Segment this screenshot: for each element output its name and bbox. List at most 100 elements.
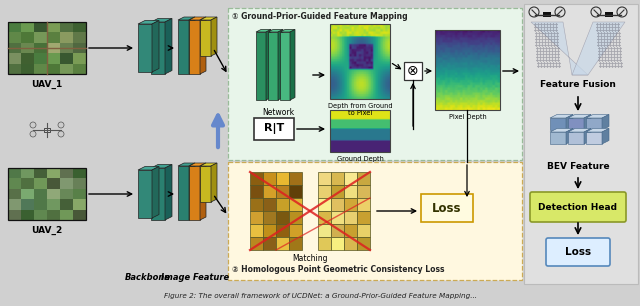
Bar — [8, 199, 21, 210]
Polygon shape — [165, 18, 172, 74]
Bar — [263, 172, 276, 185]
Bar — [34, 168, 47, 178]
Circle shape — [30, 122, 36, 128]
Polygon shape — [189, 163, 195, 220]
Bar — [568, 118, 584, 130]
FancyBboxPatch shape — [530, 192, 626, 222]
Polygon shape — [200, 17, 206, 74]
Bar — [357, 237, 370, 250]
Text: Network: Network — [262, 108, 294, 117]
Bar — [357, 211, 370, 224]
Bar — [34, 43, 47, 53]
Bar — [331, 211, 344, 224]
Polygon shape — [290, 29, 295, 100]
FancyBboxPatch shape — [546, 238, 610, 266]
Polygon shape — [550, 114, 573, 118]
Bar — [263, 198, 276, 211]
Bar — [331, 224, 344, 237]
Bar — [550, 118, 566, 130]
Bar — [151, 168, 165, 220]
Polygon shape — [138, 21, 159, 24]
Bar — [73, 168, 86, 178]
Bar — [289, 198, 302, 211]
Bar — [60, 53, 73, 64]
Bar — [34, 189, 47, 199]
Bar — [550, 132, 566, 144]
Polygon shape — [568, 114, 591, 118]
Text: UAV_1: UAV_1 — [31, 80, 63, 89]
Bar — [276, 224, 289, 237]
Polygon shape — [200, 163, 206, 220]
Text: Loss: Loss — [565, 247, 591, 257]
Bar — [21, 168, 34, 178]
Bar — [73, 22, 86, 32]
Text: ② Homologous Point Geometric Consistency Loss: ② Homologous Point Geometric Consistency… — [232, 265, 445, 274]
Bar — [73, 32, 86, 43]
Polygon shape — [178, 17, 195, 20]
Bar — [256, 32, 266, 100]
Bar — [276, 198, 289, 211]
Bar — [34, 178, 47, 189]
Bar — [421, 194, 473, 222]
Bar — [357, 198, 370, 211]
Bar — [330, 24, 390, 99]
Polygon shape — [268, 29, 283, 32]
Bar — [34, 210, 47, 220]
Bar — [524, 4, 638, 284]
Bar — [289, 224, 302, 237]
Bar — [8, 64, 21, 74]
Bar — [586, 118, 602, 130]
Polygon shape — [178, 163, 195, 166]
Bar — [357, 172, 370, 185]
Bar — [8, 168, 86, 220]
Text: BEV Feature: BEV Feature — [547, 162, 609, 171]
Polygon shape — [572, 22, 625, 75]
Bar — [44, 128, 50, 132]
Polygon shape — [566, 129, 573, 144]
Text: ① Ground-Prior-Guided Feature Mapping: ① Ground-Prior-Guided Feature Mapping — [232, 12, 408, 21]
Bar — [60, 189, 73, 199]
Bar — [60, 64, 73, 74]
Text: R|T: R|T — [264, 124, 284, 135]
Text: Detection Head: Detection Head — [538, 203, 618, 211]
Bar — [47, 199, 60, 210]
Polygon shape — [200, 163, 217, 166]
Text: Loss: Loss — [432, 201, 461, 215]
Bar — [21, 32, 34, 43]
Bar — [60, 22, 73, 32]
Bar — [73, 64, 86, 74]
Circle shape — [58, 122, 64, 128]
Bar — [263, 211, 276, 224]
Bar — [73, 53, 86, 64]
Bar — [344, 198, 357, 211]
Bar — [318, 185, 331, 198]
Bar — [21, 178, 34, 189]
Bar — [21, 189, 34, 199]
Polygon shape — [584, 129, 591, 144]
Bar — [60, 168, 73, 178]
Bar — [21, 43, 34, 53]
Polygon shape — [189, 17, 195, 74]
Text: Pixel Depth: Pixel Depth — [449, 114, 486, 120]
Bar — [250, 224, 263, 237]
Bar — [34, 53, 47, 64]
Polygon shape — [189, 163, 206, 166]
Bar — [331, 237, 344, 250]
Polygon shape — [584, 114, 591, 130]
Bar — [289, 172, 302, 185]
Bar — [47, 210, 60, 220]
Bar — [8, 210, 21, 220]
Bar — [34, 64, 47, 74]
Bar — [60, 32, 73, 43]
Bar — [8, 53, 21, 64]
Polygon shape — [602, 129, 609, 144]
Text: Figure 2: The overall framework of UCDNet: a Ground-Prior-Guided Feature Mapping: Figure 2: The overall framework of UCDNe… — [163, 293, 477, 299]
Bar — [189, 20, 200, 74]
Polygon shape — [151, 18, 172, 22]
Bar — [60, 199, 73, 210]
Bar — [138, 170, 152, 218]
Bar — [34, 32, 47, 43]
Bar — [586, 132, 602, 144]
Polygon shape — [200, 17, 217, 20]
Bar — [47, 32, 60, 43]
